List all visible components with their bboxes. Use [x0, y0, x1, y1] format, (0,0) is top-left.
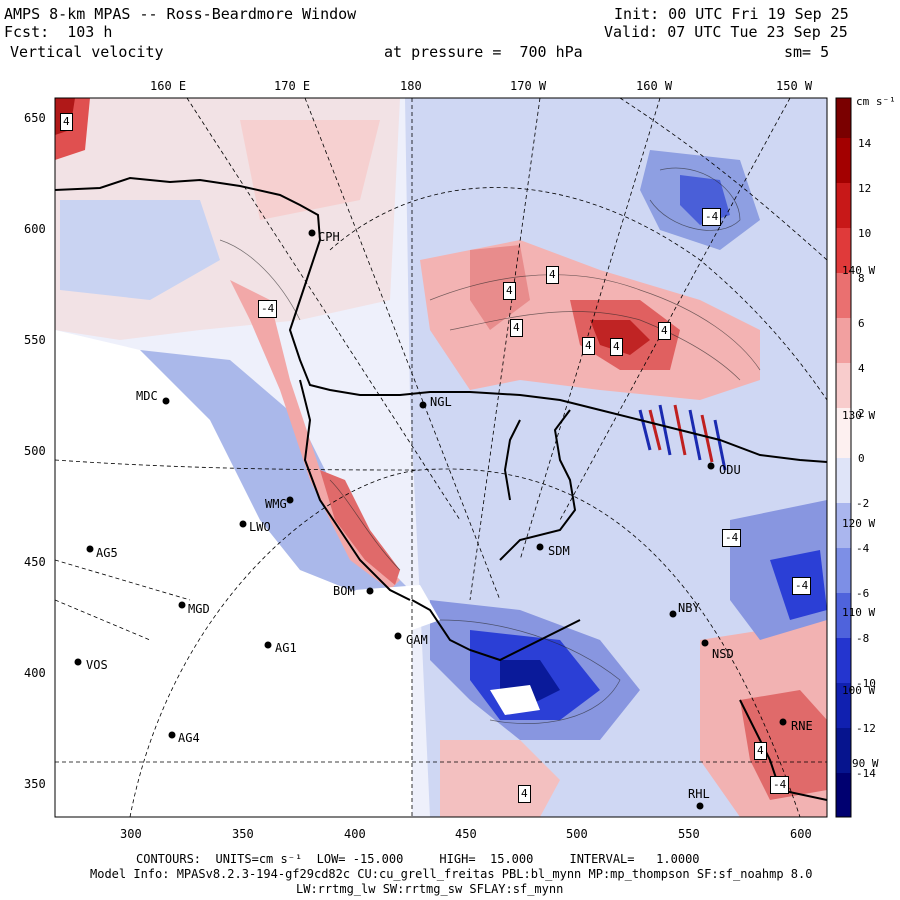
contour-info: CONTOURS: UNITS=cm s⁻¹ LOW= -15.000 HIGH… [136, 852, 700, 866]
colorbar-tick: 2 [858, 407, 865, 420]
smoothing: sm= 5 [784, 43, 830, 61]
x-tick-label: 600 [790, 827, 812, 841]
colorbar-units: cm s⁻¹ [856, 95, 896, 108]
colorbar-tick: 14 [858, 137, 872, 150]
x-tick-label: 300 [120, 827, 142, 841]
colorbar-tick: -4 [856, 542, 870, 555]
lon-label: 160 W [636, 79, 673, 93]
pressure-level: at pressure = 700 hPa [384, 43, 583, 61]
colorbar-tick: -6 [856, 587, 870, 600]
lon-label-right: 100 W [842, 684, 876, 697]
station-label: NSD [712, 647, 734, 661]
lon-label-right: 140 W [842, 264, 876, 277]
extremum-label: 4 [582, 337, 595, 355]
colorbar-tick: 0 [858, 452, 865, 465]
extremum-label: 4 [518, 785, 531, 803]
x-tick-label: 350 [232, 827, 254, 841]
colorbar-tick: -12 [856, 722, 876, 735]
colorbar-tick: 4 [858, 362, 865, 375]
y-tick-label: 450 [24, 555, 46, 569]
colorbar-tick: -10 [856, 677, 876, 690]
extremum-label: 4 [658, 322, 671, 340]
lon-label-right: 130 W [842, 409, 876, 422]
x-tick-label: 400 [344, 827, 366, 841]
valid-time: Valid: 07 UTC Tue 23 Sep 25 [604, 23, 848, 41]
station-label: MGD [188, 602, 210, 616]
station-label: ODU [719, 463, 741, 477]
lon-label: 180 [400, 79, 422, 93]
lon-label: 170 E [274, 79, 311, 93]
y-tick-label: 600 [24, 222, 46, 236]
station-markers [74, 229, 787, 810]
y-tick-label: 550 [24, 333, 46, 347]
extremum-label: 4 [754, 742, 767, 760]
extremum-label: -4 [702, 208, 722, 226]
y-tick-label: 650 [24, 111, 46, 125]
extremum-label: 4 [546, 266, 559, 284]
plot-border [54, 97, 828, 818]
station-label: NBY [678, 601, 700, 615]
extremum-label: 4 [510, 319, 523, 337]
lon-label: 150 W [776, 79, 813, 93]
init-time: Init: 00 UTC Fri 19 Sep 25 [614, 5, 849, 23]
station-label: RHL [688, 787, 710, 801]
colorbar [835, 97, 852, 818]
lon-label: 170 W [510, 79, 547, 93]
colorbar-tick: -2 [856, 497, 870, 510]
vertical-velocity-field [55, 98, 827, 817]
extremum-label: 4 [503, 282, 516, 300]
station-label: AG4 [178, 731, 200, 745]
station-label: BOM [333, 584, 355, 598]
station-label: MDC [136, 389, 158, 403]
colorbar-tick: -8 [856, 632, 870, 645]
station-label: GAM [406, 633, 428, 647]
colorbar-tick: 10 [858, 227, 872, 240]
radiation-info: LW:rrtmg_lw SW:rrtmg_sw SFLAY:sf_mynn [296, 882, 564, 896]
colorbar-tick: 6 [858, 317, 865, 330]
station-label: RNE [791, 719, 813, 733]
colorbar-tick: 12 [858, 182, 872, 195]
chart-title: AMPS 8-km MPAS -- Ross-Beardmore Window [4, 5, 357, 23]
y-tick-label: 500 [24, 444, 46, 458]
station-label: CPH [318, 230, 340, 244]
station-label: NGL [430, 395, 452, 409]
station-label: LWO [249, 520, 271, 534]
extremum-label: 4 [610, 338, 623, 356]
lon-label-right: 90 W [852, 757, 879, 770]
station-label: AG5 [96, 546, 118, 560]
extremum-label: -4 [258, 300, 278, 318]
station-label: WMG [265, 497, 287, 511]
model-info: Model Info: MPASv8.2.3-194-gf29cd82c CU:… [90, 867, 813, 881]
station-label: SDM [548, 544, 570, 558]
extremum-label: 4 [60, 113, 73, 131]
lon-label: 160 E [150, 79, 187, 93]
field-name: Vertical velocity [10, 43, 164, 61]
extremum-label: -4 [722, 529, 742, 547]
station-label: AG1 [275, 641, 297, 655]
colorbar-tick: 8 [858, 272, 865, 285]
y-tick-label: 350 [24, 777, 46, 791]
forecast-hour: Fcst: 103 h [4, 23, 113, 41]
x-tick-label: 550 [678, 827, 700, 841]
y-tick-label: 400 [24, 666, 46, 680]
colorbar-tick: -14 [856, 767, 876, 780]
extremum-label: -4 [792, 577, 812, 595]
lon-label-right: 110 W [842, 606, 876, 619]
extremum-label: -4 [770, 776, 790, 794]
station-label: VOS [86, 658, 108, 672]
x-tick-label: 450 [455, 827, 477, 841]
lon-label-right: 120 W [842, 517, 876, 530]
x-tick-label: 500 [566, 827, 588, 841]
